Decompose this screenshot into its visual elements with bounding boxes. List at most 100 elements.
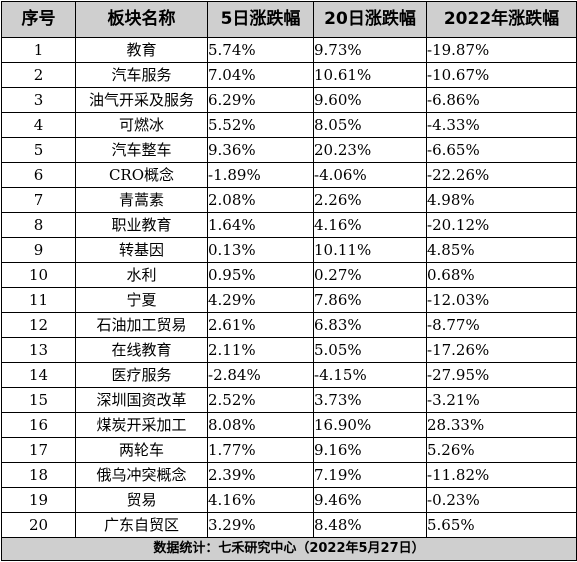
table-row: 5 汽车整车 9.36% 20.23% -6.65% [1, 137, 577, 163]
sector-name: 俄乌冲突概念 [75, 462, 208, 488]
table-row: 18 俄乌冲突概念 2.39% 7.19% -11.82% [1, 462, 577, 488]
change-20d: 7.19% [313, 462, 427, 488]
sector-name: 水利 [75, 262, 208, 288]
table-row: 12 石油加工贸易 2.61% 6.83% -8.77% [1, 312, 577, 338]
sector-name: 转基因 [75, 237, 208, 263]
change-ytd: 4.98% [426, 187, 577, 213]
change-20d: 9.16% [313, 437, 427, 463]
change-20d: -4.06% [313, 162, 427, 188]
change-5d: 4.16% [207, 487, 314, 513]
change-ytd: 28.33% [426, 412, 577, 438]
sector-name: 医疗服务 [75, 362, 208, 388]
row-index: 19 [1, 487, 76, 513]
change-5d: 6.29% [207, 87, 314, 113]
change-20d: 5.05% [313, 337, 427, 363]
sector-name: 汽车服务 [75, 62, 208, 88]
sector-name: 煤炭开采加工 [75, 412, 208, 438]
change-20d: 10.11% [313, 237, 427, 263]
change-5d: -1.89% [207, 162, 314, 188]
row-index: 10 [1, 262, 76, 288]
change-20d: 8.05% [313, 112, 427, 138]
table-row: 13 在线教育 2.11% 5.05% -17.26% [1, 337, 577, 363]
table-row: 4 可燃冰 5.52% 8.05% -4.33% [1, 112, 577, 138]
change-ytd: -8.77% [426, 312, 577, 338]
data-source-note: 数据统计：七禾研究中心（2022年5月27日） [1, 537, 577, 561]
table-row: 16 煤炭开采加工 8.08% 16.90% 28.33% [1, 412, 577, 438]
header-row: 序号 板块名称 5日涨跌幅 20日涨跌幅 2022年涨跌幅 [1, 1, 577, 38]
change-ytd: -10.67% [426, 62, 577, 88]
sector-name: 油气开采及服务 [75, 87, 208, 113]
row-index: 20 [1, 512, 76, 538]
change-ytd: 5.26% [426, 437, 577, 463]
change-ytd: -19.87% [426, 37, 577, 63]
table-row: 14 医疗服务 -2.84% -4.15% -27.95% [1, 362, 577, 388]
change-20d: 9.46% [313, 487, 427, 513]
table-row: 10 水利 0.95% 0.27% 0.68% [1, 262, 577, 288]
change-5d: -2.84% [207, 362, 314, 388]
change-20d: 20.23% [313, 137, 427, 163]
row-index: 2 [1, 62, 76, 88]
table-row: 15 深圳国资改革 2.52% 3.73% -3.21% [1, 387, 577, 413]
change-ytd: -17.26% [426, 337, 577, 363]
change-20d: 2.26% [313, 187, 427, 213]
change-20d: 16.90% [313, 412, 427, 438]
row-index: 17 [1, 437, 76, 463]
table-row: 19 贸易 4.16% 9.46% -0.23% [1, 487, 577, 513]
change-20d: 10.61% [313, 62, 427, 88]
row-index: 5 [1, 137, 76, 163]
footer-row: 数据统计：七禾研究中心（2022年5月27日） [1, 537, 577, 561]
change-ytd: -0.23% [426, 487, 577, 513]
sector-name: 在线教育 [75, 337, 208, 363]
change-5d: 9.36% [207, 137, 314, 163]
change-20d: 3.73% [313, 387, 427, 413]
change-5d: 8.08% [207, 412, 314, 438]
change-ytd: -27.95% [426, 362, 577, 388]
change-ytd: 5.65% [426, 512, 577, 538]
sector-name: 职业教育 [75, 212, 208, 238]
row-index: 8 [1, 212, 76, 238]
row-index: 7 [1, 187, 76, 213]
change-5d: 1.77% [207, 437, 314, 463]
change-20d: 9.73% [313, 37, 427, 63]
table-row: 2 汽车服务 7.04% 10.61% -10.67% [1, 62, 577, 88]
change-ytd: -20.12% [426, 212, 577, 238]
change-ytd: -11.82% [426, 462, 577, 488]
table-row: 20 广东自贸区 3.29% 8.48% 5.65% [1, 512, 577, 538]
change-5d: 2.39% [207, 462, 314, 488]
sector-name: 贸易 [75, 487, 208, 513]
change-ytd: 4.85% [426, 237, 577, 263]
change-5d: 2.52% [207, 387, 314, 413]
change-5d: 2.08% [207, 187, 314, 213]
sector-name: 青蒿素 [75, 187, 208, 213]
change-5d: 7.04% [207, 62, 314, 88]
row-index: 3 [1, 87, 76, 113]
sector-name: CRO概念 [75, 162, 208, 188]
change-20d: 6.83% [313, 312, 427, 338]
sector-name: 深圳国资改革 [75, 387, 208, 413]
header-5d-change: 5日涨跌幅 [207, 1, 314, 38]
sector-name: 教育 [75, 37, 208, 63]
row-index: 4 [1, 112, 76, 138]
change-20d: 7.86% [313, 287, 427, 313]
row-index: 1 [1, 37, 76, 63]
table-row: 1 教育 5.74% 9.73% -19.87% [1, 37, 577, 63]
row-index: 6 [1, 162, 76, 188]
header-sector-name: 板块名称 [75, 1, 208, 38]
row-index: 11 [1, 287, 76, 313]
table-row: 17 两轮车 1.77% 9.16% 5.26% [1, 437, 577, 463]
row-index: 15 [1, 387, 76, 413]
table-row: 9 转基因 0.13% 10.11% 4.85% [1, 237, 577, 263]
change-5d: 4.29% [207, 287, 314, 313]
row-index: 13 [1, 337, 76, 363]
header-ytd-change: 2022年涨跌幅 [426, 1, 577, 38]
change-20d: 8.48% [313, 512, 427, 538]
change-20d: 4.16% [313, 212, 427, 238]
change-ytd: -6.65% [426, 137, 577, 163]
change-ytd: -12.03% [426, 287, 577, 313]
sector-name: 汽车整车 [75, 137, 208, 163]
sector-name: 石油加工贸易 [75, 312, 208, 338]
row-index: 12 [1, 312, 76, 338]
change-ytd: -4.33% [426, 112, 577, 138]
change-5d: 5.52% [207, 112, 314, 138]
